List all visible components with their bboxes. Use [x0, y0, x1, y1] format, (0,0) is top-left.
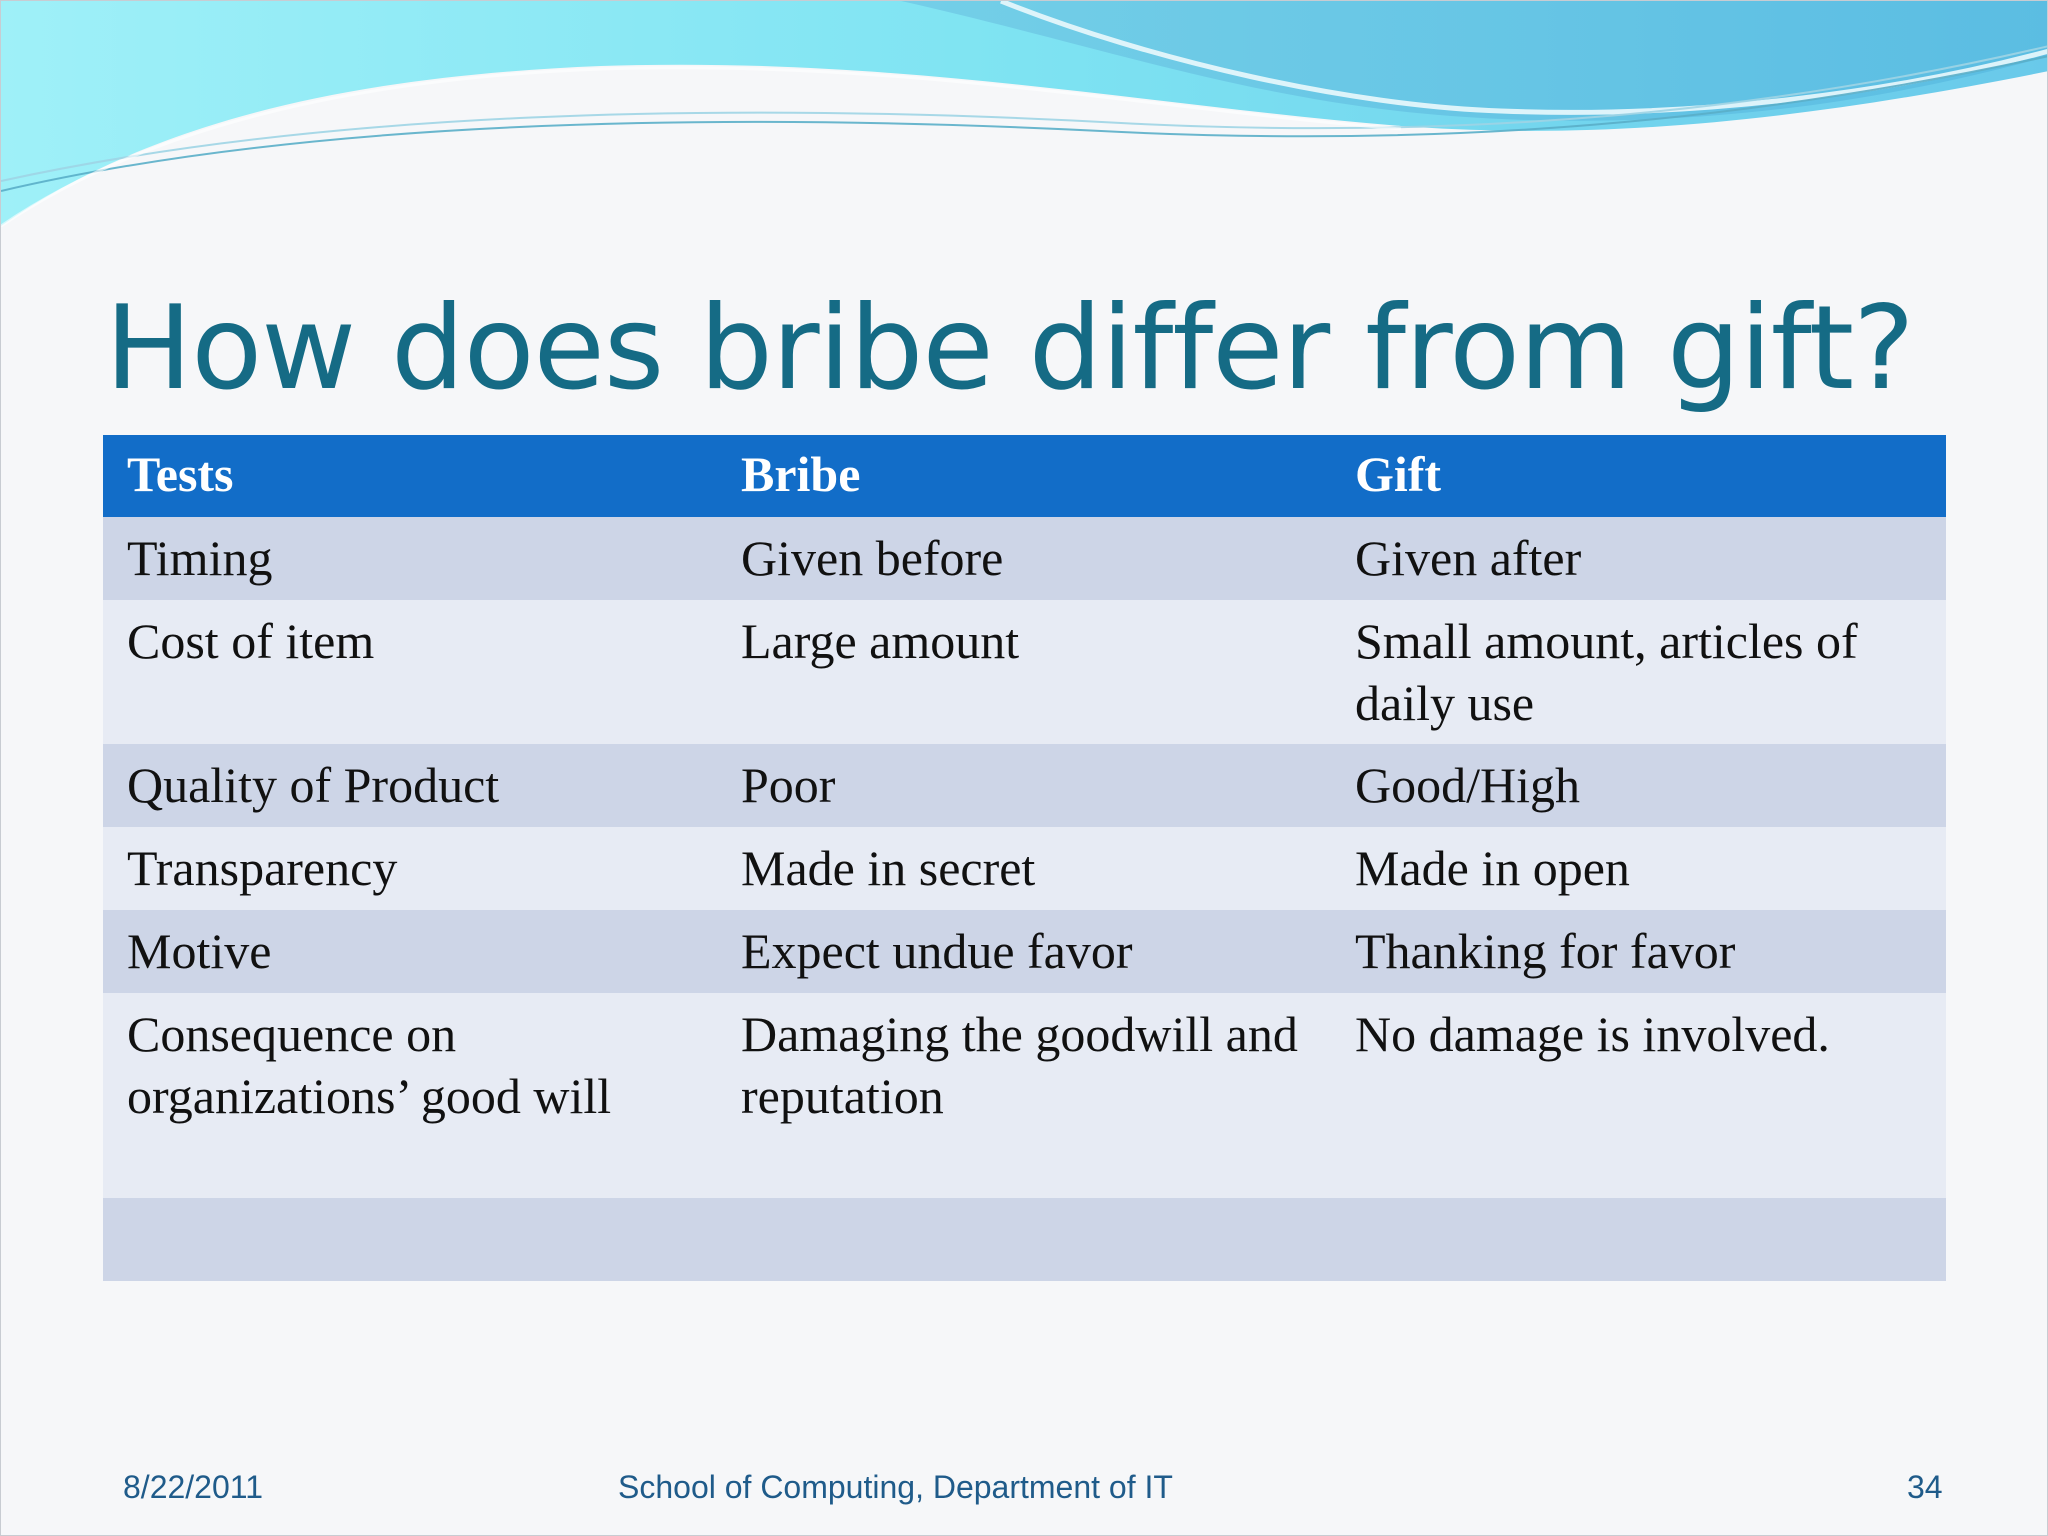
- bribe-cell: [717, 1198, 1331, 1281]
- footer-organization: School of Computing, Department of IT: [618, 1469, 1173, 1505]
- bribe-cell: Large amount: [741, 613, 1020, 669]
- comparison-table: Tests Bribe Gift Timing Given before Giv…: [103, 435, 1946, 1281]
- gift-cell: No damage is involved.: [1355, 1006, 1830, 1062]
- bribe-cell: Damaging the goodwill and reputation: [741, 1006, 1298, 1124]
- gift-cell: Given after: [1355, 530, 1582, 586]
- column-header-tests: Tests: [127, 446, 234, 502]
- table-row: Timing Given before Given after: [103, 517, 1946, 600]
- gift-cell: [1331, 1198, 1946, 1281]
- gift-cell: Good/High: [1355, 757, 1580, 813]
- test-cell: Motive: [127, 923, 272, 979]
- gift-cell: Thanking for favor: [1355, 923, 1736, 979]
- test-cell: Transparency: [127, 840, 398, 896]
- slide-title: How does bribe differ from gift?: [105, 281, 1915, 416]
- footer-date: 8/22/2011: [123, 1469, 263, 1505]
- bribe-cell: Poor: [741, 757, 836, 813]
- column-header-gift: Gift: [1355, 446, 1442, 502]
- column-header-bribe: Bribe: [741, 446, 861, 502]
- bribe-cell: Given before: [741, 530, 1004, 586]
- table-row: Quality of Product Poor Good/High: [103, 744, 1946, 827]
- test-cell: [103, 1198, 717, 1281]
- test-cell: Timing: [127, 530, 273, 586]
- test-cell: Consequence on organizations’ good will: [127, 1006, 612, 1124]
- table-row: Cost of item Large amount Small amount, …: [103, 600, 1946, 744]
- table-row: Consequence on organizations’ good will …: [103, 993, 1946, 1198]
- table-row: Motive Expect undue favor Thanking for f…: [103, 910, 1946, 993]
- gift-cell: Made in open: [1355, 840, 1630, 896]
- bribe-cell: Expect undue favor: [741, 923, 1133, 979]
- decorative-wave-banner: [1, 1, 2047, 228]
- test-cell: Cost of item: [127, 613, 375, 669]
- bribe-cell: Made in secret: [741, 840, 1036, 896]
- table-header-row: Tests Bribe Gift: [103, 435, 1946, 517]
- page-number: 34: [1907, 1469, 1943, 1505]
- table-row-empty: [103, 1198, 1946, 1281]
- table-row: Transparency Made in secret Made in open: [103, 827, 1946, 910]
- gift-cell: Small amount, articles of daily use: [1355, 613, 1858, 731]
- test-cell: Quality of Product: [127, 757, 500, 813]
